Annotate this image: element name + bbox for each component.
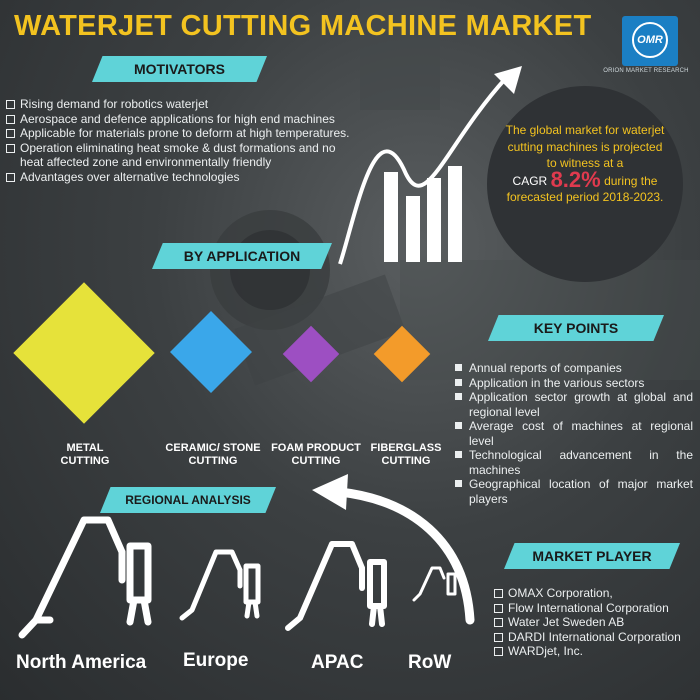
forecast-text: The global market for waterjet cutting m… bbox=[501, 122, 669, 206]
page-title: WATERJET CUTTING MACHINE MARKET bbox=[14, 10, 592, 42]
key-points-list: Annual reports of companies Application … bbox=[455, 361, 693, 506]
motivator-item: Rising demand for robotics waterjet bbox=[6, 97, 358, 112]
motivator-item: Operation eliminating heat smoke & dust … bbox=[6, 141, 358, 170]
metal-cutting-text: METAL CUTTING bbox=[60, 442, 110, 467]
cagr-value: 8.2% bbox=[550, 166, 601, 192]
by-application-heading: BY APPLICATION bbox=[152, 243, 332, 269]
foam-product-cutting-label: FOAM PRODUCT CUTTING bbox=[264, 442, 368, 468]
market-player-item: Flow International Corporation bbox=[494, 601, 694, 616]
forecast-intro: The global market for waterjet cutting m… bbox=[505, 123, 665, 170]
row-robot-icon bbox=[412, 566, 457, 602]
regional-analysis-heading: REGIONAL ANALYSIS bbox=[100, 487, 276, 513]
motivators-list: Rising demand for robotics waterjet Aero… bbox=[6, 97, 358, 184]
motivator-item: Applicable for materials prone to deform… bbox=[6, 126, 358, 141]
motivators-heading: MOTIVATORS bbox=[92, 56, 267, 82]
logo-caption: ORION MARKET RESEARCH bbox=[603, 68, 689, 74]
forecast-circle: The global market for waterjet cutting m… bbox=[487, 86, 683, 282]
market-player-item: WARDjet, Inc. bbox=[494, 644, 694, 659]
key-point-item: Application sector growth at global and … bbox=[455, 390, 693, 419]
key-point-item: Annual reports of companies bbox=[455, 361, 693, 376]
region-row: RoW bbox=[408, 652, 452, 673]
market-player-item: DARDI International Corporation bbox=[494, 630, 694, 645]
region-apac: APAC bbox=[311, 652, 364, 673]
foam-product-cutting-text: FOAM PRODUCT CUTTING bbox=[271, 442, 361, 467]
key-point-item: Application in the various sectors bbox=[455, 376, 693, 391]
europe-robot-icon bbox=[179, 549, 261, 621]
region-europe: Europe bbox=[183, 650, 249, 671]
market-player-item: Water Jet Sweden AB bbox=[494, 615, 694, 630]
motivator-item: Advantages over alternative technologies bbox=[6, 170, 358, 185]
key-point-item: Average cost of machines at regional lev… bbox=[455, 419, 693, 448]
logo-mark: OMR bbox=[632, 22, 668, 58]
growth-chart-icon bbox=[338, 66, 522, 265]
ceramic-stone-cutting-text: CERAMIC/ STONE CUTTING bbox=[165, 442, 261, 467]
region-north-america: North America bbox=[16, 652, 147, 673]
metal-cutting-label: METAL CUTTING bbox=[40, 442, 130, 468]
market-player-list: OMAX Corporation, Flow International Cor… bbox=[494, 586, 694, 659]
ceramic-stone-cutting-label: CERAMIC/ STONE CUTTING bbox=[158, 442, 268, 468]
market-player-heading: MARKET PLAYER bbox=[504, 543, 680, 569]
key-point-item: Geographical location of major market pl… bbox=[455, 477, 693, 506]
motivator-item: Aerospace and defence applications for h… bbox=[6, 112, 358, 127]
forecast-period: during the forecasted period 2018-2023. bbox=[506, 173, 664, 205]
cagr-label: CAGR bbox=[512, 173, 548, 188]
fiberglass-cutting-text: FIBERGLASS CUTTING bbox=[370, 442, 442, 467]
curved-arrow-icon bbox=[312, 474, 475, 625]
fiberglass-cutting-label: FIBERGLASS CUTTING bbox=[364, 442, 448, 468]
north-america-robot-icon bbox=[18, 516, 152, 639]
apac-robot-icon bbox=[285, 541, 387, 631]
key-point-item: Technological advancement in the machine… bbox=[455, 448, 693, 477]
key-points-heading: KEY POINTS bbox=[488, 315, 664, 341]
omr-logo: OMR bbox=[622, 16, 678, 66]
market-player-item: OMAX Corporation, bbox=[494, 586, 694, 601]
